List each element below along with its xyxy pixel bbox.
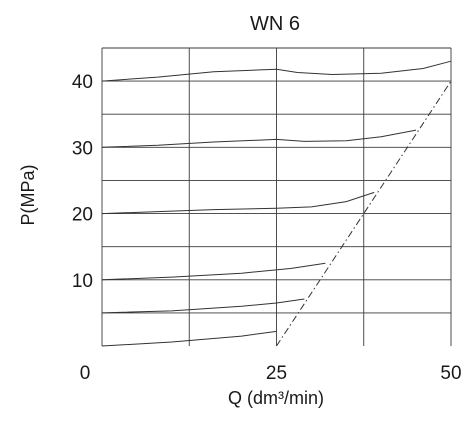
pressure-curve-6	[101, 330, 277, 347]
pressure-curve-5	[101, 298, 305, 314]
x-tick-label: 25	[266, 363, 287, 384]
grid	[101, 47, 452, 346]
x-tick-label: 50	[440, 363, 461, 384]
pressure-curve-3	[101, 191, 375, 215]
limit-line	[276, 80, 452, 347]
x-axis-label: Q (dm³/min)	[228, 388, 324, 408]
x-tick-labels: 0 25 50	[80, 363, 462, 384]
x-tick-label: 0	[80, 363, 91, 384]
y-tick-labels: 10 20 30 40	[72, 72, 93, 292]
y-axis-label: P(MPa)	[18, 164, 38, 225]
y-tick-label: 40	[72, 72, 93, 93]
curves	[101, 60, 452, 347]
chart-title: WN 6	[250, 13, 300, 35]
y-tick-label: 20	[72, 205, 93, 226]
limit-line-group	[276, 80, 452, 347]
y-tick-label: 10	[72, 271, 93, 292]
pressure-curve-2	[101, 129, 417, 148]
pressure-curve-1	[101, 60, 452, 82]
y-tick-label: 30	[72, 138, 93, 159]
pressure-curve-4	[101, 262, 326, 281]
